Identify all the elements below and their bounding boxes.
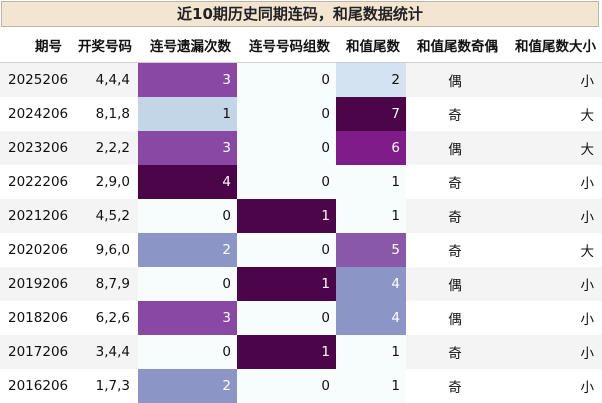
issue-cell: 2018206 (0, 301, 68, 335)
miss-cell: 2 (138, 369, 237, 403)
groups-cell: 0 (237, 97, 336, 131)
table-row: 2017206 3,4,4 0 1 1 奇小 (0, 335, 602, 369)
numbers-cell: 2,9,0 (68, 165, 138, 199)
table-row: 2025206 4,4,4 3 0 2 偶小 (0, 62, 602, 97)
numbers-cell: 6,2,6 (68, 301, 138, 335)
parity-cell: 奇 (406, 165, 504, 199)
header-issue: 期号 (0, 28, 68, 63)
numbers-cell: 4,5,2 (68, 199, 138, 233)
numbers-cell: 9,6,0 (68, 233, 138, 267)
tail-cell: 1 (336, 369, 406, 403)
table-row: 2016206 1,7,3 2 0 1 奇小 (0, 369, 602, 403)
parity-cell: 奇 (406, 369, 504, 403)
size-cell: 小 (504, 199, 602, 233)
groups-cell: 1 (237, 199, 336, 233)
groups-cell: 0 (237, 369, 336, 403)
groups-cell: 0 (237, 301, 336, 335)
miss-cell: 2 (138, 233, 237, 267)
parity-cell: 奇 (406, 199, 504, 233)
numbers-cell: 4,4,4 (68, 62, 138, 97)
issue-cell: 2017206 (0, 335, 68, 369)
issue-cell: 2016206 (0, 369, 68, 403)
header-tail: 和值尾数 (336, 28, 406, 63)
miss-cell: 0 (138, 267, 237, 301)
groups-cell: 0 (237, 165, 336, 199)
parity-cell: 偶 (406, 267, 504, 301)
page-title: 近10期历史同期连码，和尾数据统计 (1, 1, 599, 27)
numbers-cell: 2,2,2 (68, 131, 138, 165)
table-row: 2023206 2,2,2 3 0 6 偶大 (0, 131, 602, 165)
header-row: 期号 开奖号码 连号遗漏次数 连号号码组数 和值尾数 和值尾数奇偶 和值尾数大小 (0, 28, 602, 63)
parity-cell: 偶 (406, 131, 504, 165)
parity-cell: 奇 (406, 335, 504, 369)
table-row: 2024206 8,1,8 1 0 7 奇大 (0, 97, 602, 131)
table-row: 2019206 8,7,9 0 1 4 偶小 (0, 267, 602, 301)
header-size: 和值尾数大小 (504, 28, 602, 63)
size-cell: 小 (504, 301, 602, 335)
tail-cell: 4 (336, 301, 406, 335)
issue-cell: 2024206 (0, 97, 68, 131)
size-cell: 小 (504, 369, 602, 403)
header-miss: 连号遗漏次数 (138, 28, 237, 63)
size-cell: 小 (504, 267, 602, 301)
parity-cell: 偶 (406, 301, 504, 335)
header-numbers: 开奖号码 (68, 28, 138, 63)
tail-cell: 6 (336, 131, 406, 165)
parity-cell: 奇 (406, 233, 504, 267)
size-cell: 大 (504, 233, 602, 267)
table-row: 2022206 2,9,0 4 0 1 奇小 (0, 165, 602, 199)
size-cell: 小 (504, 335, 602, 369)
miss-cell: 0 (138, 199, 237, 233)
issue-cell: 2025206 (0, 62, 68, 97)
issue-cell: 2022206 (0, 165, 68, 199)
numbers-cell: 1,7,3 (68, 369, 138, 403)
header-groups: 连号号码组数 (237, 28, 336, 63)
size-cell: 大 (504, 131, 602, 165)
parity-cell: 偶 (406, 62, 504, 97)
table-row: 2020206 9,6,0 2 0 5 奇大 (0, 233, 602, 267)
header-parity: 和值尾数奇偶 (406, 28, 504, 63)
issue-cell: 2019206 (0, 267, 68, 301)
parity-cell: 奇 (406, 97, 504, 131)
miss-cell: 3 (138, 131, 237, 165)
tail-cell: 2 (336, 62, 406, 97)
numbers-cell: 8,7,9 (68, 267, 138, 301)
size-cell: 大 (504, 97, 602, 131)
tail-cell: 4 (336, 267, 406, 301)
groups-cell: 0 (237, 131, 336, 165)
tail-cell: 1 (336, 335, 406, 369)
miss-cell: 3 (138, 301, 237, 335)
miss-cell: 0 (138, 335, 237, 369)
tail-cell: 1 (336, 199, 406, 233)
tail-cell: 5 (336, 233, 406, 267)
groups-cell: 0 (237, 62, 336, 97)
numbers-cell: 8,1,8 (68, 97, 138, 131)
miss-cell: 1 (138, 97, 237, 131)
size-cell: 小 (504, 165, 602, 199)
issue-cell: 2023206 (0, 131, 68, 165)
groups-cell: 0 (237, 233, 336, 267)
issue-cell: 2020206 (0, 233, 68, 267)
issue-cell: 2021206 (0, 199, 68, 233)
tail-cell: 1 (336, 165, 406, 199)
size-cell: 小 (504, 62, 602, 97)
table-row: 2021206 4,5,2 0 1 1 奇小 (0, 199, 602, 233)
groups-cell: 1 (237, 267, 336, 301)
numbers-cell: 3,4,4 (68, 335, 138, 369)
miss-cell: 4 (138, 165, 237, 199)
table-row: 2018206 6,2,6 3 0 4 偶小 (0, 301, 602, 335)
miss-cell: 3 (138, 62, 237, 97)
tail-cell: 7 (336, 97, 406, 131)
stats-table: 期号 开奖号码 连号遗漏次数 连号号码组数 和值尾数 和值尾数奇偶 和值尾数大小… (0, 28, 602, 403)
groups-cell: 1 (237, 335, 336, 369)
